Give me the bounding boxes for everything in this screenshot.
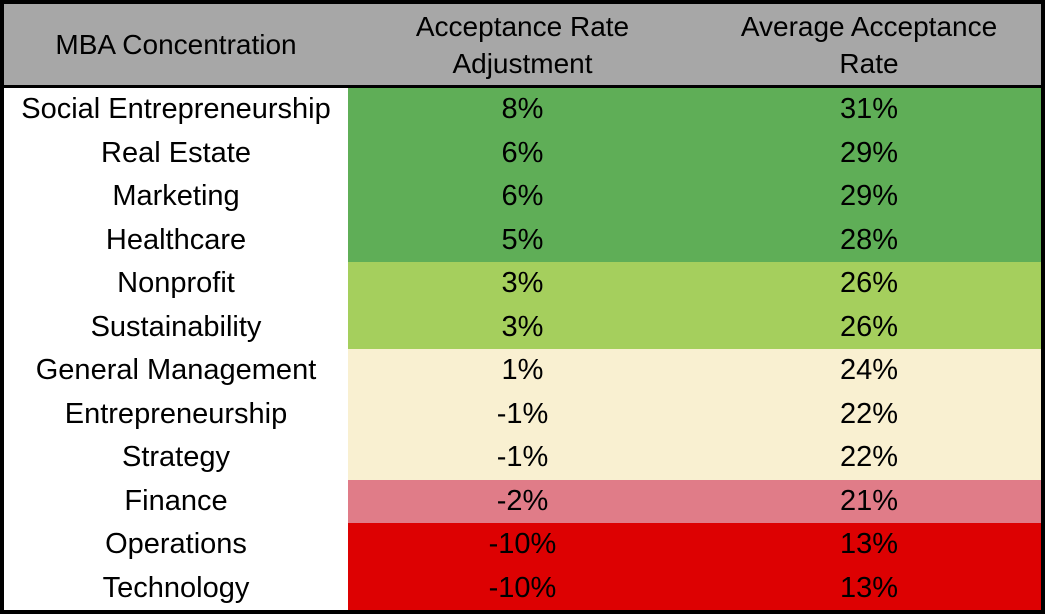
concentration-cell: General Management xyxy=(4,349,348,393)
header-average-acceptance-rate-line2: Rate xyxy=(839,47,899,79)
rate-cell: 22% xyxy=(697,436,1041,480)
adjustment-cell: 3% xyxy=(348,305,697,349)
table-row: Entrepreneurship -1% 22% xyxy=(4,392,1041,436)
table-header: MBA Concentration Acceptance Rate Adjust… xyxy=(4,4,1041,88)
adjustment-cell: 1% xyxy=(348,349,697,393)
adjustment-cell: -10% xyxy=(348,523,697,567)
adjustment-cell: -2% xyxy=(348,479,697,523)
table-row: Nonprofit 3% 26% xyxy=(4,262,1041,306)
adjustment-cell: 8% xyxy=(348,88,697,132)
table-body: Social Entrepreneurship 8% 31% Real Esta… xyxy=(4,88,1041,610)
table-row: Sustainability 3% 26% xyxy=(4,305,1041,349)
adjustment-cell: 6% xyxy=(348,131,697,175)
rate-cell: 13% xyxy=(697,523,1041,567)
rate-cell: 24% xyxy=(697,349,1041,393)
concentration-cell: Real Estate xyxy=(4,131,348,175)
rate-cell: 29% xyxy=(697,175,1041,219)
concentration-cell: Entrepreneurship xyxy=(4,392,348,436)
adjustment-cell: -1% xyxy=(348,436,697,480)
header-acceptance-rate-adjustment-line1: Acceptance Rate xyxy=(415,10,630,42)
adjustment-cell: -1% xyxy=(348,392,697,436)
adjustment-cell: 5% xyxy=(348,218,697,262)
rate-cell: 26% xyxy=(697,262,1041,306)
table-row: Technology -10% 13% xyxy=(4,566,1041,610)
header-average-acceptance-rate: Average Acceptance Rate xyxy=(697,4,1041,85)
table-row: Strategy -1% 22% xyxy=(4,436,1041,480)
rate-cell: 13% xyxy=(697,566,1041,610)
concentration-cell: Nonprofit xyxy=(4,262,348,306)
table-row: Social Entrepreneurship 8% 31% xyxy=(4,88,1041,132)
table-row: General Management 1% 24% xyxy=(4,349,1041,393)
concentration-cell: Marketing xyxy=(4,175,348,219)
rate-cell: 29% xyxy=(697,131,1041,175)
header-mba-concentration-label: MBA Concentration xyxy=(55,29,297,60)
concentration-cell: Healthcare xyxy=(4,218,348,262)
concentration-cell: Strategy xyxy=(4,436,348,480)
adjustment-cell: 3% xyxy=(348,262,697,306)
header-mba-concentration: MBA Concentration xyxy=(4,4,348,85)
table-row: Finance -2% 21% xyxy=(4,479,1041,523)
rate-cell: 22% xyxy=(697,392,1041,436)
rate-cell: 28% xyxy=(697,218,1041,262)
table-row: Healthcare 5% 28% xyxy=(4,218,1041,262)
header-acceptance-rate-adjustment: Acceptance Rate Adjustment xyxy=(348,4,697,85)
concentration-cell: Operations xyxy=(4,523,348,567)
rate-cell: 31% xyxy=(697,88,1041,132)
concentration-cell: Technology xyxy=(4,566,348,610)
header-average-acceptance-rate-line1: Average Acceptance xyxy=(740,10,998,42)
rate-cell: 26% xyxy=(697,305,1041,349)
table-row: Operations -10% 13% xyxy=(4,523,1041,567)
rate-cell: 21% xyxy=(697,479,1041,523)
adjustment-cell: 6% xyxy=(348,175,697,219)
concentration-cell: Finance xyxy=(4,479,348,523)
header-acceptance-rate-adjustment-line2: Adjustment xyxy=(452,47,593,79)
table-row: Real Estate 6% 29% xyxy=(4,131,1041,175)
concentration-cell: Social Entrepreneurship xyxy=(4,88,348,132)
table-row: Marketing 6% 29% xyxy=(4,175,1041,219)
concentration-cell: Sustainability xyxy=(4,305,348,349)
adjustment-cell: -10% xyxy=(348,566,697,610)
